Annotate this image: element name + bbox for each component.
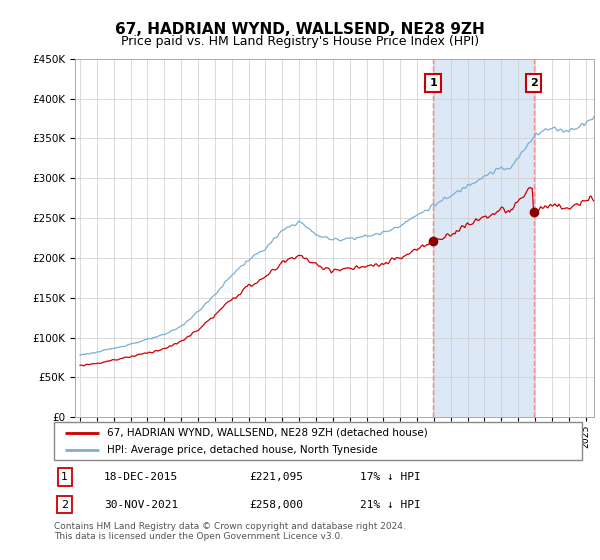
Text: HPI: Average price, detached house, North Tyneside: HPI: Average price, detached house, Nort… <box>107 445 377 455</box>
Text: Price paid vs. HM Land Registry's House Price Index (HPI): Price paid vs. HM Land Registry's House … <box>121 35 479 48</box>
Text: 1: 1 <box>430 78 437 88</box>
Bar <box>433 59 533 417</box>
Text: 17% ↓ HPI: 17% ↓ HPI <box>360 472 421 482</box>
Text: £221,095: £221,095 <box>250 472 304 482</box>
FancyBboxPatch shape <box>54 422 582 460</box>
Text: 2: 2 <box>61 500 68 510</box>
Text: 67, HADRIAN WYND, WALLSEND, NE28 9ZH (detached house): 67, HADRIAN WYND, WALLSEND, NE28 9ZH (de… <box>107 427 428 437</box>
Text: £258,000: £258,000 <box>250 500 304 510</box>
Text: 2: 2 <box>530 78 538 88</box>
Text: 67, HADRIAN WYND, WALLSEND, NE28 9ZH: 67, HADRIAN WYND, WALLSEND, NE28 9ZH <box>115 22 485 38</box>
Text: 30-NOV-2021: 30-NOV-2021 <box>104 500 178 510</box>
Text: 18-DEC-2015: 18-DEC-2015 <box>104 472 178 482</box>
Text: 21% ↓ HPI: 21% ↓ HPI <box>360 500 421 510</box>
Text: 1: 1 <box>61 472 68 482</box>
Text: Contains HM Land Registry data © Crown copyright and database right 2024.
This d: Contains HM Land Registry data © Crown c… <box>54 522 406 542</box>
